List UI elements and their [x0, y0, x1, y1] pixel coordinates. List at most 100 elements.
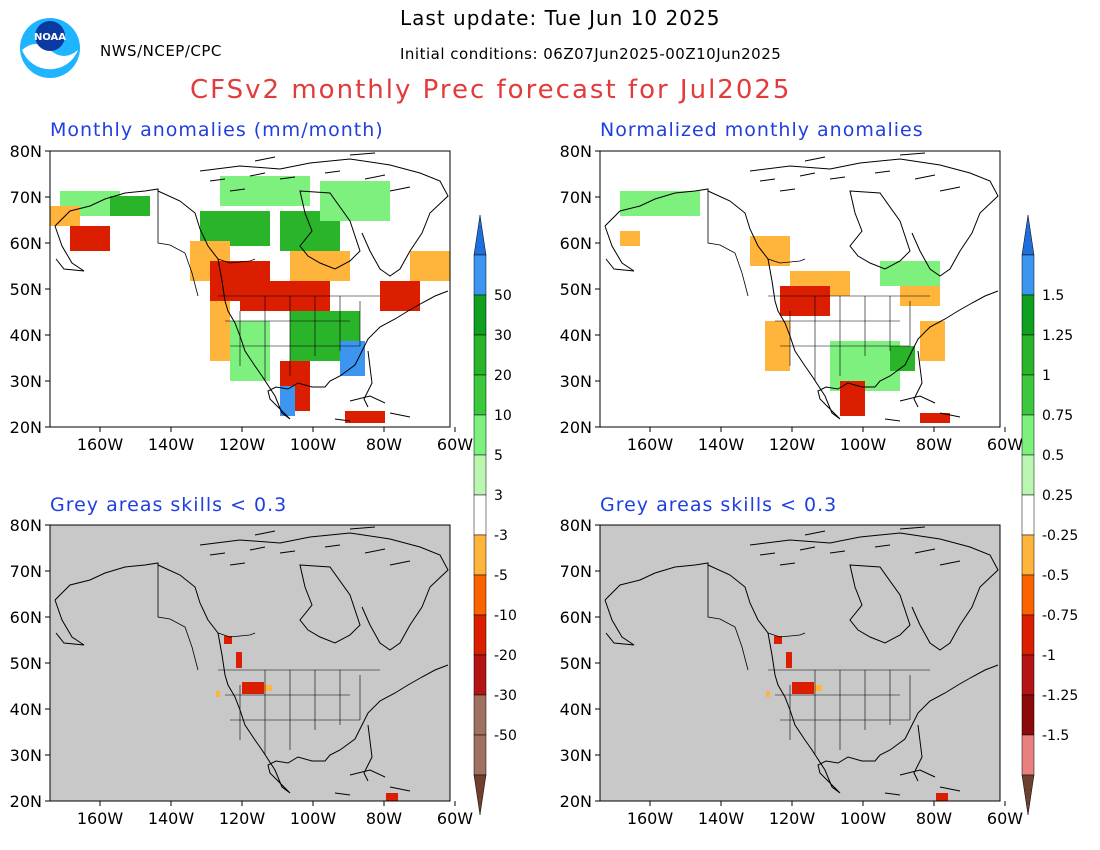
colorbar-label: -1 [1042, 648, 1056, 664]
anomaly-region [750, 236, 790, 266]
colorbar-label: -0.75 [1042, 608, 1078, 624]
logo-text: NOAA [34, 32, 66, 43]
colorbar-swatch [473, 454, 487, 496]
anomaly-region [320, 181, 390, 221]
lat-label: 60N [10, 608, 42, 627]
colorbar-swatch [1021, 414, 1035, 456]
colorbar-label: -10 [494, 608, 517, 624]
colorbar-label: -1.25 [1042, 688, 1078, 704]
colorbar-label: 0.25 [1042, 488, 1073, 504]
lon-label: 160W [627, 809, 674, 828]
anomaly-region [340, 341, 365, 376]
colorbar-label: 20 [494, 368, 512, 384]
colorbar-swatch [473, 254, 487, 296]
colorbar-swatch [1021, 614, 1035, 656]
lon-label: 100W [290, 435, 337, 454]
anomaly-region [780, 286, 830, 316]
panel-title-anomalies: Monthly anomalies (mm/month) [50, 119, 384, 141]
lon-label: 140W [698, 435, 745, 454]
colorbar-max-arrow [1021, 214, 1035, 256]
colorbar-swatch [473, 574, 487, 616]
anomaly-region [840, 381, 865, 416]
anomaly-region [920, 413, 950, 423]
colorbar-label: 1 [1042, 368, 1051, 384]
lat-label: 20N [10, 418, 42, 437]
lon-label: 60W [987, 809, 1023, 828]
colorbar-label: -0.5 [1042, 568, 1069, 584]
lon-label: 140W [698, 809, 745, 828]
lat-label: 60N [10, 234, 42, 253]
lon-label: 80W [916, 809, 952, 828]
colorbar-swatch [1021, 454, 1035, 496]
colorbar-min-arrow [473, 774, 487, 816]
lon-label: 140W [148, 435, 195, 454]
map-panel-1: 80N 70N 60N 50N 40N 30N 20N 160W 140W 120W 100W 80W… [10, 142, 474, 454]
colorbar-swatch [473, 374, 487, 416]
lat-label: 40N [560, 700, 592, 719]
colorbar-left: 50 30 20 10 5 3 -3 -5 -10 -20 -30 -50 [473, 214, 517, 816]
colorbar-label: -1.5 [1042, 728, 1069, 744]
colorbar-swatch [1021, 334, 1035, 376]
colorbar-swatch [1021, 694, 1035, 736]
map-panel-2: 80N 70N 60N 50N 40N 30N 20N 160W 140W 120W 100W 80W… [560, 142, 1024, 454]
colorbar-label: -30 [494, 688, 517, 704]
lon-label: 100W [290, 809, 337, 828]
lat-label: 40N [10, 700, 42, 719]
last-update: Last update: Tue Jun 10 2025 [400, 6, 721, 30]
lat-label: 60N [560, 234, 592, 253]
lat-label: 30N [10, 746, 42, 765]
colorbar-max-arrow [473, 214, 487, 256]
lat-label: 50N [560, 654, 592, 673]
anomaly-region [410, 251, 450, 281]
anomaly-region [620, 231, 640, 246]
lon-label: 120W [219, 435, 266, 454]
colorbar-label: -20 [494, 648, 517, 664]
anomaly-region [880, 261, 940, 286]
lat-label: 30N [560, 372, 592, 391]
lat-label: 70N [560, 188, 592, 207]
colorbar-swatch [1021, 294, 1035, 336]
colorbar-swatch [1021, 654, 1035, 696]
lat-label: 50N [560, 280, 592, 299]
lon-label: 140W [148, 809, 195, 828]
anomaly-region [380, 281, 420, 311]
lat-label: 30N [10, 372, 42, 391]
lon-label: 160W [77, 435, 124, 454]
colorbar-right: 1.5 1.25 1 0.75 0.5 0.25 -0.25 -0.5 -0.75 -1 -1.25… [1021, 214, 1078, 816]
lon-label: 100W [840, 435, 887, 454]
lat-label: 40N [10, 326, 42, 345]
anomaly-region [210, 301, 230, 361]
colorbar-swatch [1021, 574, 1035, 616]
lon-label: 120W [769, 435, 816, 454]
anomaly-region [280, 386, 295, 416]
anomaly-region [774, 636, 782, 644]
anomaly-region [936, 793, 948, 801]
lat-label: 80N [10, 142, 42, 161]
colorbar-swatch [473, 334, 487, 376]
panel-title-normalized: Normalized monthly anomalies [600, 119, 924, 141]
colorbar-label: 1.5 [1042, 288, 1064, 304]
anomaly-region [220, 176, 310, 206]
lat-label: 60N [560, 608, 592, 627]
anomaly-region [814, 685, 822, 691]
colorbar-swatch [1021, 534, 1035, 576]
anomaly-region [786, 652, 792, 668]
anomaly-region [242, 682, 264, 694]
lat-label: 20N [560, 792, 592, 811]
agency-label: NWS/NCEP/CPC [100, 42, 222, 60]
colorbar-label: -0.25 [1042, 528, 1078, 544]
colorbar-swatch [1021, 254, 1035, 296]
anomaly-region [110, 196, 150, 216]
colorbar-label: 3 [494, 488, 503, 504]
lat-label: 50N [10, 280, 42, 299]
initial-conditions: Initial conditions: 06Z07Jun2025-00Z10Ju… [400, 45, 782, 63]
anomaly-region [264, 685, 272, 691]
colorbar-swatch [1021, 734, 1035, 776]
colorbar-label: 0.5 [1042, 448, 1064, 464]
lon-label: 80W [366, 435, 402, 454]
colorbar-label: 30 [494, 328, 512, 344]
lat-label: 50N [10, 654, 42, 673]
map-panel-3: 80N 70N 60N 50N 40N 30N 20N 160W 140W 120W 100W 80W… [10, 516, 474, 828]
map-background [50, 525, 450, 801]
